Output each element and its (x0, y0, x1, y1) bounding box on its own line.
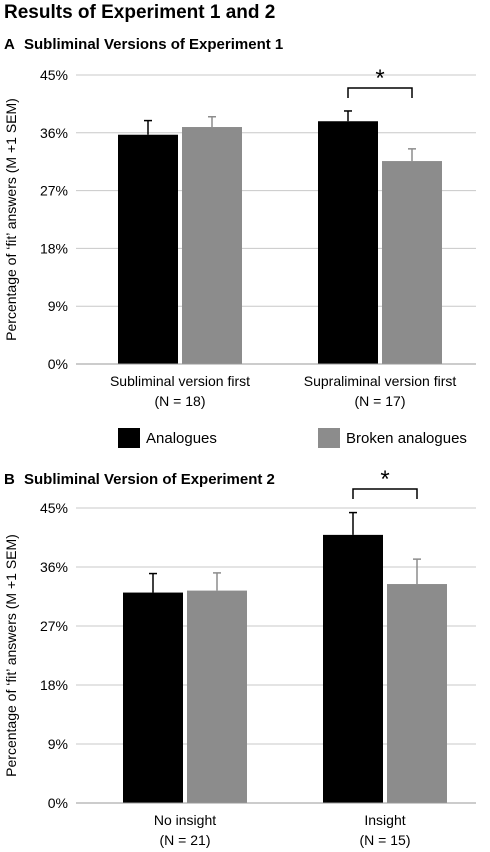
chart-b-y-tick-label: 18% (40, 677, 68, 693)
chart-a-x-tick-label: Subliminal version first (110, 373, 250, 389)
chart-b-y-axis-label: Percentage of ‘fit’ answers (M +1 SEM) (3, 534, 19, 777)
legend-swatch-analogues (118, 428, 140, 448)
chart-a-y-tick-label: 0% (48, 356, 68, 372)
chart-b-bar (123, 592, 183, 803)
panel-b-title: Subliminal Version of Experiment 2 (24, 471, 275, 488)
chart-b-x-tick-label: (N = 15) (360, 832, 411, 848)
chart-a-y-tick-label: 36% (40, 125, 68, 141)
chart-a-bar (318, 121, 378, 365)
legend-item-broken-analogues: Broken analogues (318, 428, 467, 448)
chart-a-y-axis-label: Percentage of ‘fit’ answers (M +1 SEM) (3, 98, 19, 341)
chart-a-y-tick-label: 27% (40, 183, 68, 199)
chart-b-significance-label: * (380, 466, 389, 493)
chart-b-y-tick-label: 45% (40, 500, 68, 516)
legend-label-analogues: Analogues (146, 429, 217, 447)
page-title: Results of Experiment 1 and 2 (4, 2, 276, 23)
chart-b-significance-bracket (352, 488, 418, 499)
chart-a-y-tick-label: 18% (40, 240, 68, 256)
panel-b-letter: B (4, 471, 15, 488)
chart-b-x-tick-label: Insight (364, 812, 405, 828)
chart-a-y-tick-label: 9% (48, 298, 68, 314)
chart-b-bar (187, 590, 247, 803)
chart-b-y-tick-label: 0% (48, 795, 68, 811)
chart-b-y-tick-label: 9% (48, 736, 68, 752)
legend-label-broken-analogues: Broken analogues (346, 429, 467, 447)
chart-b-y-tick-label: 27% (40, 618, 68, 634)
chart-a-significance-bracket (347, 87, 413, 98)
chart-a-bar (182, 127, 242, 365)
panel-a-letter: A (4, 36, 15, 53)
chart-a-y-tick-label: 45% (40, 67, 68, 83)
chart-b-x-tick-label: No insight (154, 812, 216, 828)
chart-a-bar (118, 134, 178, 364)
chart-experiment-1: 0% 9% 18% 27% 36% 45% Percentage of ‘fit’ answ… (3, 65, 476, 409)
chart-a-bar (382, 161, 442, 364)
chart-a-significance-label: * (375, 65, 384, 92)
chart-a-x-tick-label: (N = 18) (155, 393, 206, 409)
panel-b-heading: B Subliminal Version of Experiment 2 (4, 471, 275, 488)
legend-item-analogues: Analogues (118, 428, 217, 448)
legend: Analogues Broken analogues (118, 428, 490, 452)
chart-b-bar (323, 534, 383, 803)
panel-a-heading: A Subliminal Versions of Experiment 1 (4, 36, 283, 53)
chart-b-x-tick-label: (N = 21) (160, 832, 211, 848)
legend-swatch-broken-analogues (318, 428, 340, 448)
panel-a-title: Subliminal Versions of Experiment 1 (24, 36, 284, 53)
chart-b-bar (387, 584, 447, 803)
chart-b-y-tick-label: 36% (40, 559, 68, 575)
chart-a-x-tick-label: (N = 17) (355, 393, 406, 409)
chart-a-x-tick-label: Supraliminal version first (304, 373, 457, 389)
